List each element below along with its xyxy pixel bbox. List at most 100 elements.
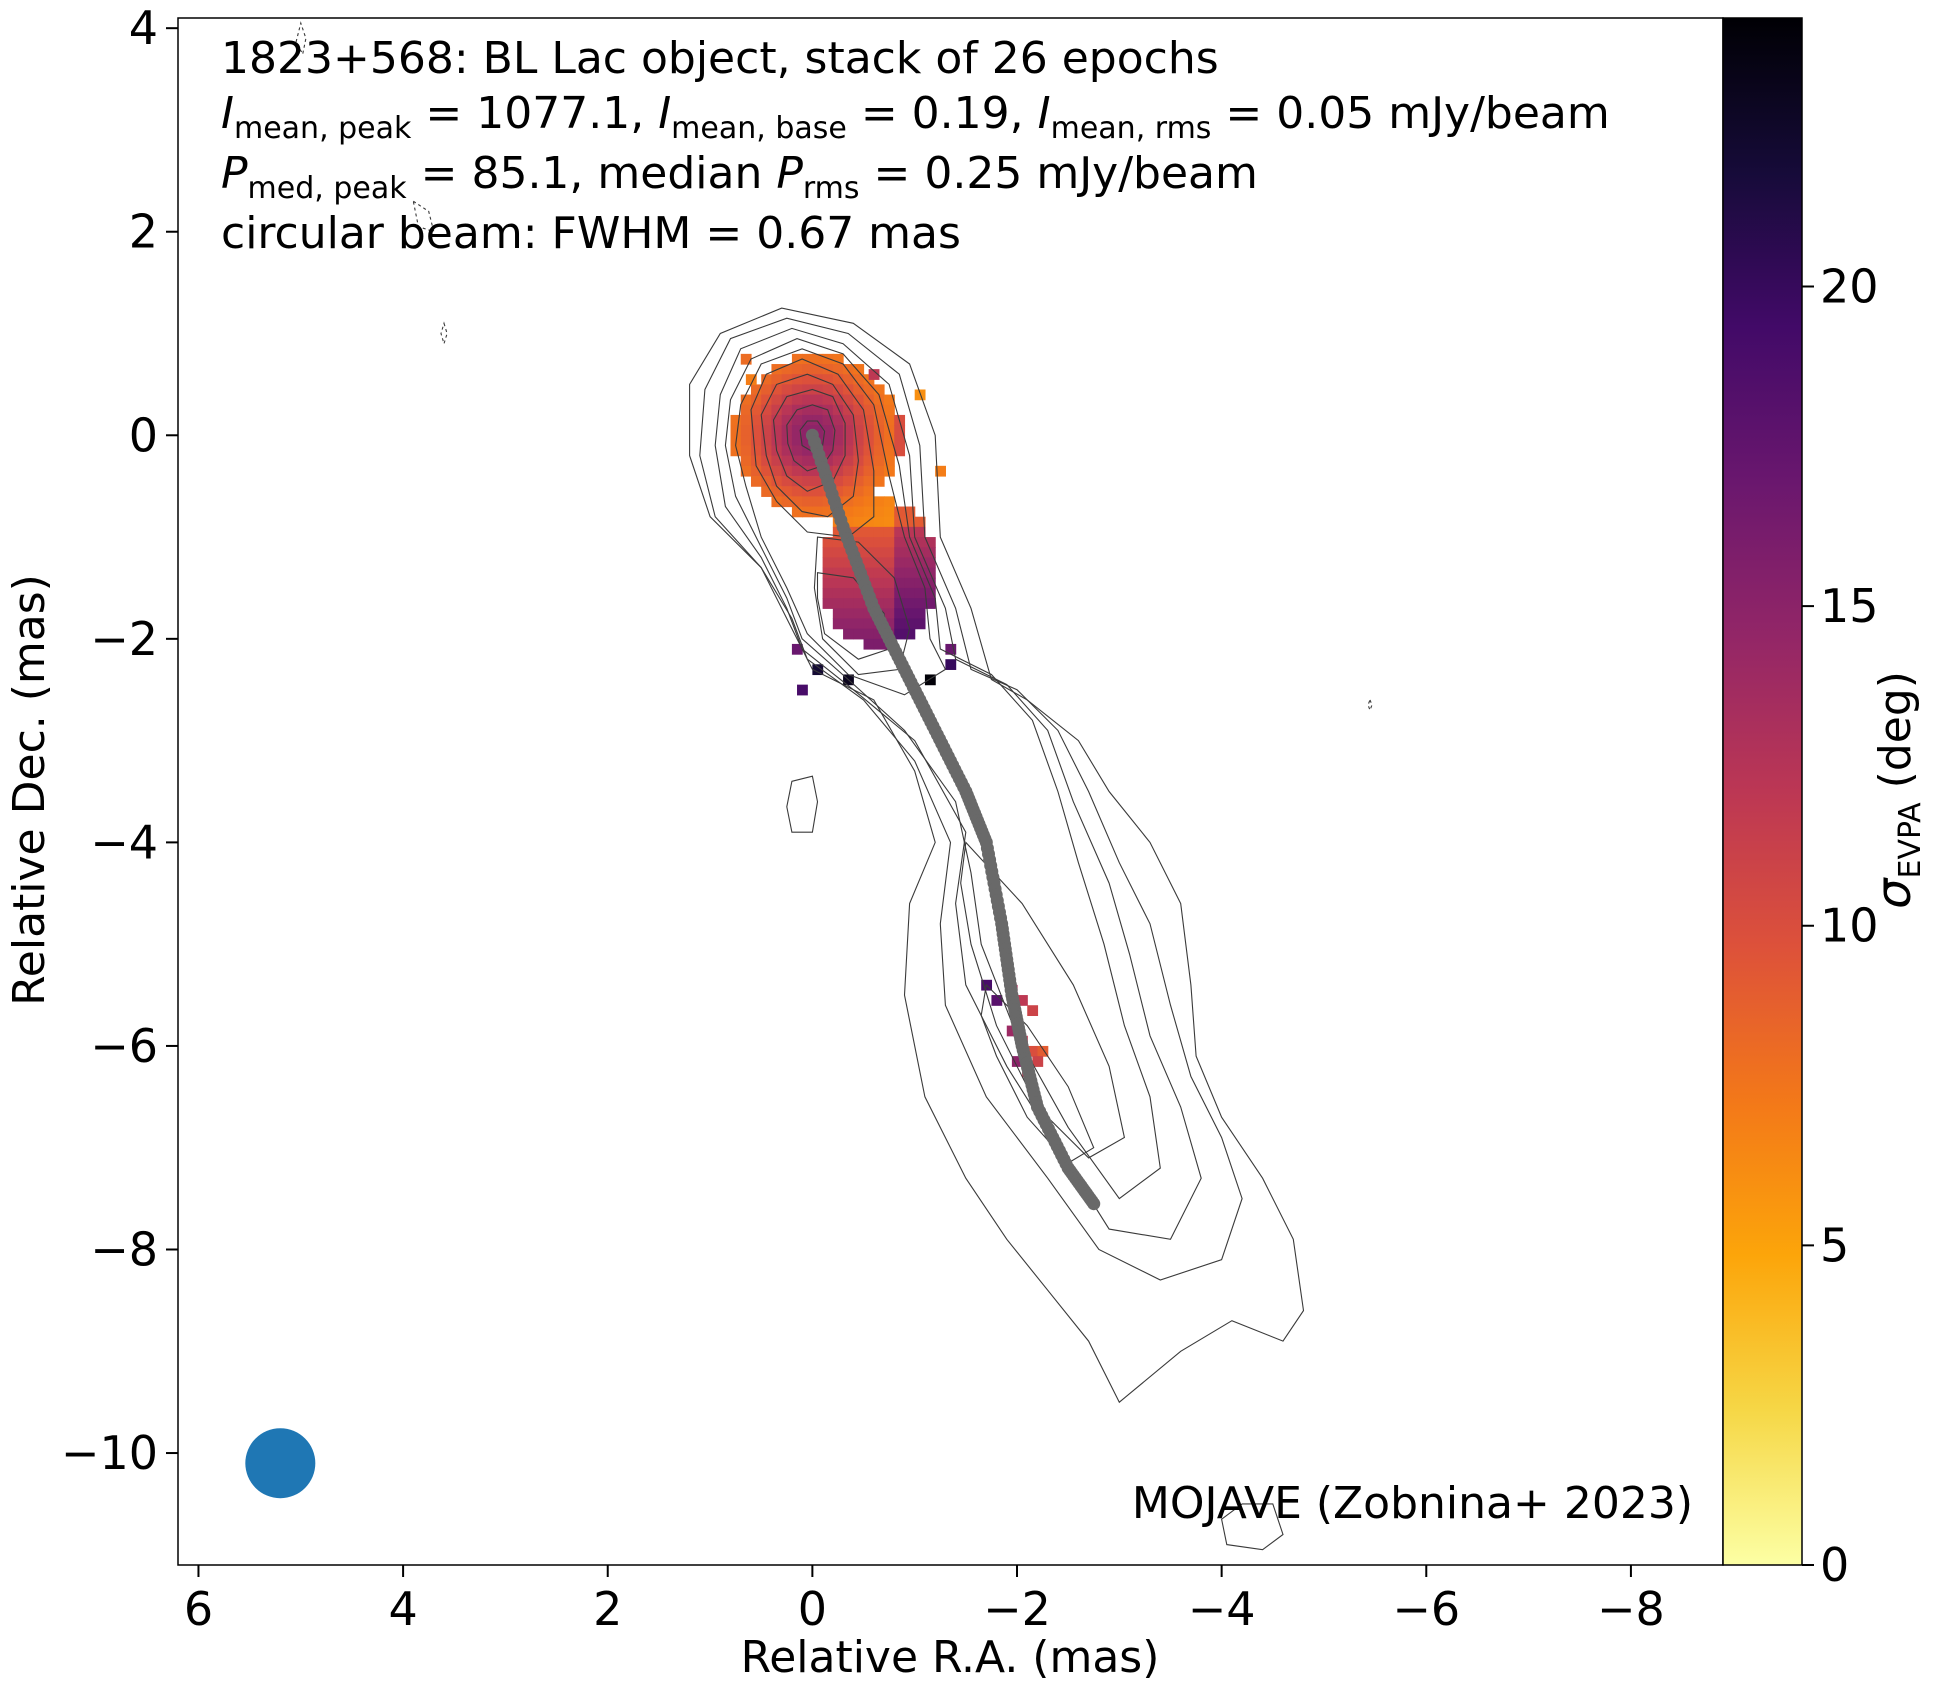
evpa-pixel	[761, 404, 773, 416]
beam-ellipse	[245, 1428, 316, 1499]
evpa-pixel	[863, 506, 875, 518]
evpa-pixel	[904, 526, 916, 538]
evpa-pixel	[791, 455, 803, 467]
evpa-pixel	[853, 414, 865, 426]
info-line-4: circular beam: FWHM = 0.67 mas	[221, 208, 961, 259]
evpa-pixel	[781, 414, 793, 426]
colorbar-tick-label: 15	[1820, 579, 1879, 633]
evpa-pixel	[873, 628, 885, 640]
evpa-pixel	[802, 496, 813, 508]
evpa-pixel	[812, 394, 824, 406]
evpa-pixel	[945, 643, 957, 655]
evpa-pixel	[883, 537, 895, 548]
evpa-pixel	[863, 516, 875, 528]
evpa-pixel	[750, 435, 762, 447]
evpa-pixel	[904, 506, 916, 518]
evpa-pixel	[832, 557, 844, 569]
evpa-pixel	[843, 394, 854, 406]
evpa-pixel	[873, 598, 885, 609]
evpa-pixel	[781, 455, 793, 467]
evpa-pixel	[1017, 995, 1028, 1006]
evpa-pixel	[832, 445, 844, 457]
evpa-pixel	[791, 445, 803, 457]
evpa-pixel	[843, 587, 854, 599]
evpa-pixel	[914, 577, 926, 589]
evpa-pixel	[832, 587, 844, 599]
evpa-pixel	[904, 618, 916, 630]
y-tick-label: 4	[129, 1, 158, 55]
evpa-pixel	[781, 435, 793, 447]
evpa-pixel	[853, 628, 865, 640]
evpa-pixel	[740, 404, 752, 416]
evpa-pixel	[812, 496, 824, 508]
evpa-pixel	[750, 384, 762, 396]
evpa-pixel	[873, 404, 885, 416]
evpa-pixel	[873, 414, 885, 426]
evpa-pixel	[822, 557, 834, 569]
evpa-pixel	[863, 618, 875, 630]
evpa-pixel	[873, 587, 885, 599]
evpa-pixel	[797, 684, 808, 696]
evpa-pixel	[894, 577, 906, 589]
evpa-pixel	[894, 557, 906, 569]
evpa-pixel	[924, 537, 936, 548]
evpa-pixel	[781, 465, 793, 477]
evpa-pixel	[894, 537, 906, 548]
evpa-pixel	[802, 475, 813, 487]
evpa-pixel	[802, 414, 813, 426]
ridgeline-point	[1087, 1197, 1101, 1211]
evpa-pixel	[730, 414, 742, 426]
evpa-pixel	[991, 995, 1003, 1006]
evpa-pixel	[843, 618, 854, 630]
evpa-pixel	[822, 353, 834, 365]
evpa-pixel	[873, 506, 885, 518]
evpa-pixel	[812, 404, 824, 416]
evpa-pixel	[883, 516, 895, 528]
evpa-pixel	[894, 618, 906, 630]
evpa-pixel	[904, 577, 916, 589]
evpa-pixel	[781, 475, 793, 487]
evpa-pixel	[883, 577, 895, 589]
evpa-pixel	[883, 587, 895, 599]
evpa-pixel	[914, 516, 926, 528]
evpa-pixel	[873, 547, 885, 559]
evpa-pixel	[1011, 1056, 1023, 1067]
y-tick-label: −2	[90, 612, 158, 666]
evpa-pixel	[761, 465, 773, 477]
evpa-pixel	[914, 598, 926, 609]
evpa-pixel	[781, 496, 793, 508]
evpa-pixel	[904, 567, 916, 579]
evpa-pixel	[843, 577, 854, 589]
evpa-pixel	[1037, 1045, 1049, 1057]
y-tick-label: −10	[61, 1426, 158, 1480]
evpa-pixel	[853, 374, 865, 385]
evpa-pixel	[761, 455, 773, 467]
evpa-pixel	[822, 587, 834, 599]
evpa-pixel	[914, 567, 926, 579]
evpa-pixel	[761, 486, 773, 497]
evpa-pixel	[812, 506, 824, 518]
evpa-pixel	[802, 374, 813, 385]
evpa-pixel	[843, 435, 854, 447]
evpa-pixel	[863, 537, 875, 548]
evpa-pixel	[771, 425, 783, 436]
evpa-pixel	[863, 425, 875, 436]
evpa-pixel	[781, 404, 793, 416]
evpa-pixel	[924, 674, 936, 686]
evpa-pixel	[894, 526, 906, 538]
x-tick-label: −6	[1392, 1582, 1460, 1636]
contour-line	[750, 358, 875, 538]
x-tick-label: 6	[184, 1582, 213, 1636]
evpa-pixel	[843, 364, 854, 375]
evpa-pixel	[914, 608, 926, 620]
evpa-pixel	[883, 414, 895, 426]
evpa-pixel	[791, 364, 803, 375]
y-axis-ticks: 4 2 0 −2 −4 −6 −8 −10	[61, 1, 178, 1480]
evpa-pixel	[832, 384, 844, 396]
evpa-pixel	[812, 353, 824, 365]
evpa-pixel	[883, 394, 895, 406]
evpa-pixel	[832, 526, 844, 538]
x-axis-ticks: 6 4 2 0 −2 −4 −6 −8	[184, 1565, 1665, 1636]
contour-line	[295, 21, 307, 55]
evpa-pixel	[894, 516, 906, 528]
